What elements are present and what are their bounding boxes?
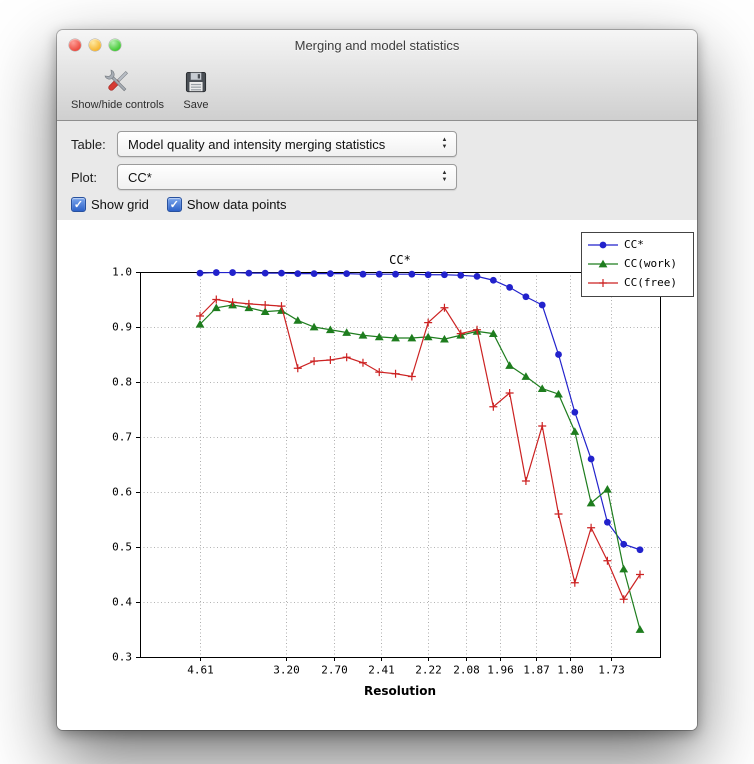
plot-dropdown-value: CC*	[128, 169, 152, 185]
titlebar[interactable]: Merging and model statistics	[57, 30, 697, 60]
show-hide-controls-button[interactable]: Show/hide controls	[65, 63, 170, 113]
zoom-button[interactable]	[109, 39, 121, 51]
close-button[interactable]	[69, 39, 81, 51]
traffic-lights	[69, 39, 121, 51]
dropdown-arrows-icon: ▲ ▼	[441, 170, 448, 183]
tools-icon	[102, 65, 132, 99]
window-chrome: Merging and model statistics	[57, 30, 697, 121]
window-title: Merging and model statistics	[294, 37, 460, 53]
save-button[interactable]: Save	[176, 63, 216, 113]
table-label: Table:	[71, 136, 106, 152]
toolbar: Show/hide controls Save	[57, 60, 697, 120]
checkbox-check-icon: ✓	[71, 197, 86, 212]
show-data-points-checkbox[interactable]: ✓ Show data points	[166, 197, 287, 212]
show-hide-controls-label: Show/hide controls	[71, 99, 164, 111]
plot-label: Plot:	[71, 169, 98, 185]
checkbox-row: ✓ Show grid ✓ Show data points	[57, 197, 697, 212]
dropdown-arrows-icon: ▲ ▼	[441, 137, 448, 150]
table-dropdown-value: Model quality and intensity merging stat…	[128, 136, 386, 152]
table-row: Table: Model quality and intensity mergi…	[57, 131, 697, 157]
plot-row: Plot: CC* ▲ ▼	[57, 164, 697, 190]
app-window: Merging and model statistics	[57, 30, 697, 730]
show-grid-label: Show grid	[91, 197, 149, 212]
controls-panel: Table: Model quality and intensity mergi…	[57, 121, 697, 220]
save-icon	[182, 65, 210, 99]
chart-area	[57, 220, 697, 730]
plot-canvas	[57, 220, 697, 725]
minimize-button[interactable]	[89, 39, 101, 51]
table-dropdown[interactable]: Model quality and intensity merging stat…	[117, 131, 457, 157]
save-label: Save	[183, 99, 209, 111]
checkbox-check-icon: ✓	[166, 197, 182, 212]
show-data-points-label: Show data points	[186, 197, 287, 212]
show-grid-checkbox[interactable]: ✓ Show grid	[71, 197, 149, 212]
plot-dropdown[interactable]: CC* ▲ ▼	[117, 164, 457, 190]
